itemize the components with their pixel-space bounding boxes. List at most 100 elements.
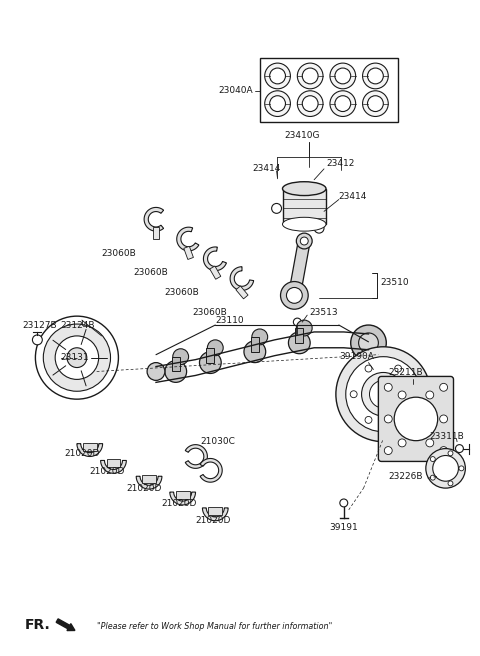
Circle shape [368, 68, 384, 84]
Circle shape [288, 332, 310, 354]
Circle shape [431, 457, 435, 462]
Circle shape [173, 349, 189, 365]
Circle shape [314, 223, 324, 233]
Bar [260, 58, 398, 123]
Circle shape [426, 439, 434, 447]
FancyArrow shape [56, 619, 75, 630]
Circle shape [36, 316, 119, 399]
Text: FR.: FR. [24, 617, 50, 632]
Circle shape [297, 91, 323, 117]
Circle shape [264, 63, 290, 89]
Circle shape [459, 466, 464, 471]
Circle shape [340, 499, 348, 507]
Text: 21020D: 21020D [195, 516, 231, 525]
Circle shape [330, 63, 356, 89]
Bar [236, 286, 248, 299]
Circle shape [384, 447, 392, 455]
Circle shape [55, 336, 99, 379]
Circle shape [200, 352, 221, 373]
Circle shape [456, 445, 463, 453]
Polygon shape [136, 476, 162, 489]
Circle shape [270, 68, 286, 84]
Circle shape [287, 287, 302, 303]
Circle shape [335, 96, 351, 112]
Polygon shape [204, 247, 227, 271]
Circle shape [394, 397, 438, 441]
Text: 23412: 23412 [326, 159, 354, 169]
Circle shape [302, 96, 318, 112]
Circle shape [409, 391, 417, 398]
Bar [107, 459, 120, 467]
Circle shape [165, 361, 187, 382]
Bar [208, 507, 222, 515]
Polygon shape [288, 240, 310, 297]
Text: 23414: 23414 [252, 165, 280, 173]
Circle shape [296, 320, 312, 336]
Circle shape [296, 233, 312, 249]
Circle shape [297, 63, 323, 89]
Text: 23226B: 23226B [388, 472, 423, 481]
Circle shape [330, 91, 356, 117]
Circle shape [359, 333, 378, 353]
Polygon shape [170, 492, 195, 505]
Circle shape [67, 348, 87, 367]
Circle shape [365, 365, 372, 372]
Circle shape [440, 383, 447, 391]
Text: "Please refer to Work Shop Manual for further information": "Please refer to Work Shop Manual for fu… [96, 622, 332, 631]
Text: 23110: 23110 [216, 316, 244, 325]
Circle shape [440, 447, 447, 455]
Bar [206, 348, 214, 363]
Text: 39190A: 39190A [339, 352, 374, 361]
Circle shape [272, 203, 281, 213]
Polygon shape [144, 207, 164, 231]
Text: 23510: 23510 [380, 278, 409, 287]
Text: 23410G: 23410G [285, 131, 320, 140]
Bar [295, 328, 303, 343]
Circle shape [346, 357, 421, 432]
Bar [142, 476, 156, 483]
Circle shape [350, 391, 357, 398]
Circle shape [351, 325, 386, 361]
Circle shape [395, 365, 402, 372]
Polygon shape [185, 445, 207, 468]
Bar [153, 227, 159, 239]
Polygon shape [200, 459, 222, 482]
Bar [176, 491, 190, 499]
Text: 23060B: 23060B [164, 288, 199, 297]
Circle shape [440, 415, 447, 423]
Polygon shape [77, 443, 103, 457]
Text: 21020D: 21020D [90, 467, 125, 476]
Circle shape [395, 417, 402, 423]
Circle shape [270, 96, 286, 112]
Circle shape [370, 380, 397, 408]
Text: 21020D: 21020D [64, 449, 99, 458]
Circle shape [336, 347, 431, 441]
Polygon shape [203, 508, 228, 521]
FancyBboxPatch shape [378, 377, 454, 461]
Circle shape [398, 439, 406, 447]
Text: 23311B: 23311B [430, 432, 465, 441]
Bar [172, 357, 180, 371]
Circle shape [33, 335, 42, 345]
Circle shape [264, 91, 290, 117]
Text: 23040A: 23040A [218, 87, 253, 95]
Polygon shape [230, 267, 253, 291]
Text: 21030C: 21030C [201, 437, 235, 446]
Circle shape [426, 449, 466, 488]
Circle shape [426, 391, 434, 399]
Circle shape [302, 68, 318, 84]
Bar [184, 246, 193, 260]
Circle shape [252, 329, 268, 345]
Text: 39191: 39191 [329, 523, 358, 532]
Circle shape [43, 324, 110, 391]
Text: 21020D: 21020D [126, 483, 162, 493]
Bar [210, 266, 221, 279]
Circle shape [280, 281, 308, 309]
Polygon shape [101, 461, 126, 473]
Ellipse shape [283, 182, 326, 195]
Text: 23131: 23131 [60, 353, 89, 362]
Circle shape [207, 340, 223, 356]
Text: 23060B: 23060B [192, 308, 228, 317]
Polygon shape [177, 227, 199, 251]
Circle shape [433, 455, 458, 482]
